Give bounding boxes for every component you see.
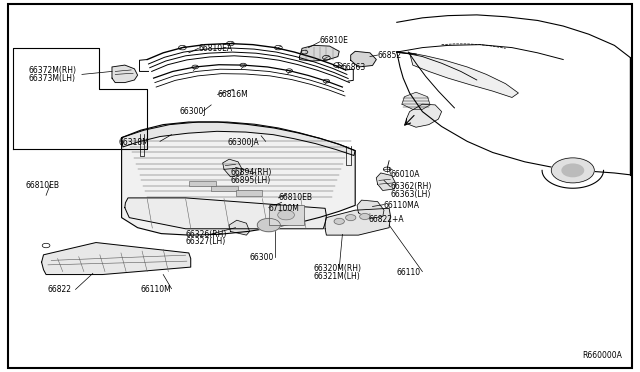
Text: 66010A: 66010A — [390, 170, 420, 179]
Polygon shape — [122, 122, 355, 235]
Text: 66320M(RH): 66320M(RH) — [314, 264, 362, 273]
Text: 67100M: 67100M — [269, 204, 300, 213]
Text: 66810E: 66810E — [320, 36, 349, 45]
Text: 66321M(LH): 66321M(LH) — [314, 272, 360, 280]
Text: 66327(LH): 66327(LH) — [186, 237, 226, 246]
Text: 66110: 66110 — [397, 268, 421, 277]
Polygon shape — [351, 51, 376, 67]
Polygon shape — [229, 220, 250, 235]
Text: 66363(LH): 66363(LH) — [390, 190, 431, 199]
Text: 66822+A: 66822+A — [369, 215, 404, 224]
Polygon shape — [357, 200, 384, 219]
Circle shape — [562, 164, 584, 177]
Text: 66300JA: 66300JA — [227, 138, 259, 147]
Text: 66810EB: 66810EB — [26, 181, 60, 190]
Text: 66372M(RH): 66372M(RH) — [29, 66, 77, 75]
Circle shape — [334, 218, 344, 224]
Text: 66110MA: 66110MA — [384, 201, 420, 210]
Text: 66110M: 66110M — [141, 285, 172, 294]
Polygon shape — [223, 159, 242, 177]
Polygon shape — [406, 104, 442, 127]
Text: 66810EA: 66810EA — [198, 44, 232, 53]
Polygon shape — [410, 53, 518, 97]
Text: 66373M(LH): 66373M(LH) — [29, 74, 76, 83]
Text: 66852: 66852 — [378, 51, 402, 60]
Text: 66326(RH): 66326(RH) — [186, 230, 227, 239]
Circle shape — [551, 158, 595, 183]
Circle shape — [257, 218, 280, 232]
Circle shape — [346, 215, 356, 221]
Polygon shape — [42, 243, 191, 275]
Text: 66362(RH): 66362(RH) — [390, 182, 432, 191]
Polygon shape — [376, 173, 396, 190]
Polygon shape — [125, 198, 326, 229]
Polygon shape — [122, 122, 355, 155]
Text: 66300J: 66300J — [179, 107, 206, 116]
Polygon shape — [325, 208, 390, 235]
Text: 66822: 66822 — [48, 285, 72, 294]
Bar — [269, 205, 304, 225]
Text: 66863: 66863 — [342, 63, 366, 72]
Text: 66318M: 66318M — [118, 138, 149, 147]
Text: 66816M: 66816M — [218, 90, 248, 99]
Polygon shape — [402, 92, 430, 109]
Text: 66300: 66300 — [250, 253, 274, 262]
Circle shape — [278, 210, 294, 220]
Text: R660000A: R660000A — [582, 351, 622, 360]
Polygon shape — [300, 45, 339, 61]
Polygon shape — [112, 65, 138, 83]
Circle shape — [360, 214, 370, 219]
Text: 66895(LH): 66895(LH) — [230, 176, 271, 185]
Text: 66894(RH): 66894(RH) — [230, 169, 272, 177]
Bar — [236, 190, 262, 196]
Bar — [211, 186, 238, 191]
Text: 66810EB: 66810EB — [278, 193, 312, 202]
Bar — [189, 181, 216, 186]
